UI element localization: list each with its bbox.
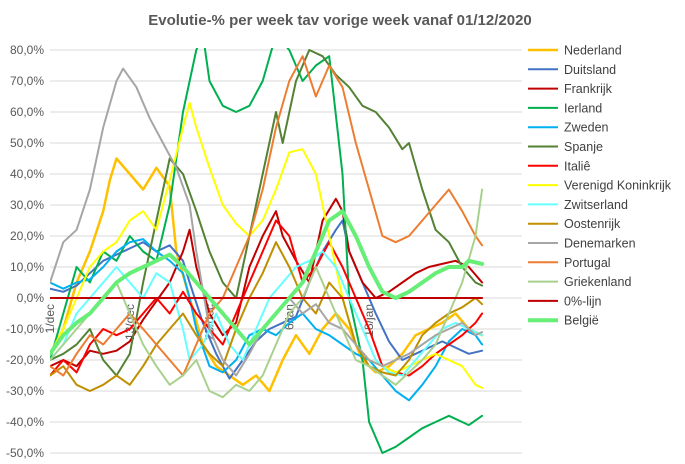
legend-label-verenigd-koninkrijk: Verenigd Koninkrijk [564, 179, 672, 193]
series-line-griekenland [50, 188, 484, 399]
series-line-oostenrijk [50, 241, 484, 392]
y-tick-label: 30,0% [10, 198, 44, 212]
chart-title: Evolutie-% per week tav vorige week vana… [148, 12, 532, 29]
series-line-nederland [50, 157, 484, 393]
series-line-spanje [50, 49, 484, 377]
legend-label-itali-: Italiê [564, 159, 590, 173]
legend-label-spanje: Spanje [564, 140, 603, 154]
y-tick-label: 70,0% [10, 74, 44, 88]
y-tick-label: -20,0% [6, 353, 44, 367]
legend: Nederland Duitsland Frankrijk Ierland Zweden… [528, 44, 672, 328]
legend-label-belgi-: België [564, 314, 599, 328]
y-tick-label: 50,0% [10, 136, 44, 150]
legend-label-zweden: Zweden [564, 121, 609, 135]
y-tick-label: -30,0% [6, 384, 44, 398]
series-line-itali- [50, 219, 484, 377]
y-tick-label: 40,0% [10, 167, 44, 181]
series-line-duitsland [50, 219, 484, 380]
x-tick-label: 18/jan [362, 304, 376, 337]
legend-label-portugal: Portugal [564, 256, 611, 270]
grid [50, 49, 522, 454]
legend-label-ierland: Ierland [564, 101, 602, 115]
series-line-frankrijk [50, 197, 484, 368]
legend-label-nederland: Nederland [564, 44, 622, 58]
y-tick-label: -10,0% [6, 322, 44, 336]
series-line-belgi- [50, 209, 485, 356]
legend-label-oostenrijk: Oostenrijk [564, 217, 621, 231]
legend-label-frankrijk: Frankrijk [564, 82, 613, 96]
y-tick-label: 80,0% [10, 43, 44, 57]
legend-label-griekenland: Griekenland [564, 275, 631, 289]
y-tick-label: -50,0% [6, 446, 44, 460]
y-tick-label: 0,0% [17, 291, 45, 305]
legend-label-denemarken: Denemarken [564, 237, 636, 251]
legend-label-duitsland: Duitsland [564, 63, 616, 77]
y-tick-label: 20,0% [10, 229, 44, 243]
series-line-portugal [50, 55, 484, 377]
series-line-verenigd-koninkrijk [50, 101, 484, 389]
y-axis: 80,0% 70,0% 60,0% 50,0% 40,0% 30,0% 20,0% 10,0%… [6, 43, 44, 460]
y-tick-label: -40,0% [6, 415, 44, 429]
y-tick-label: 60,0% [10, 105, 44, 119]
series-line-zwitserland [50, 250, 484, 377]
legend-label-0-lijn: 0%-lijn [564, 294, 602, 308]
legend-label-zwitserland: Zwitserland [564, 198, 628, 212]
plot-area [50, 48, 485, 454]
y-tick-label: 10,0% [10, 260, 44, 274]
x-tick-label: 1/dec [43, 304, 57, 333]
series-line-ierland [50, 48, 484, 454]
